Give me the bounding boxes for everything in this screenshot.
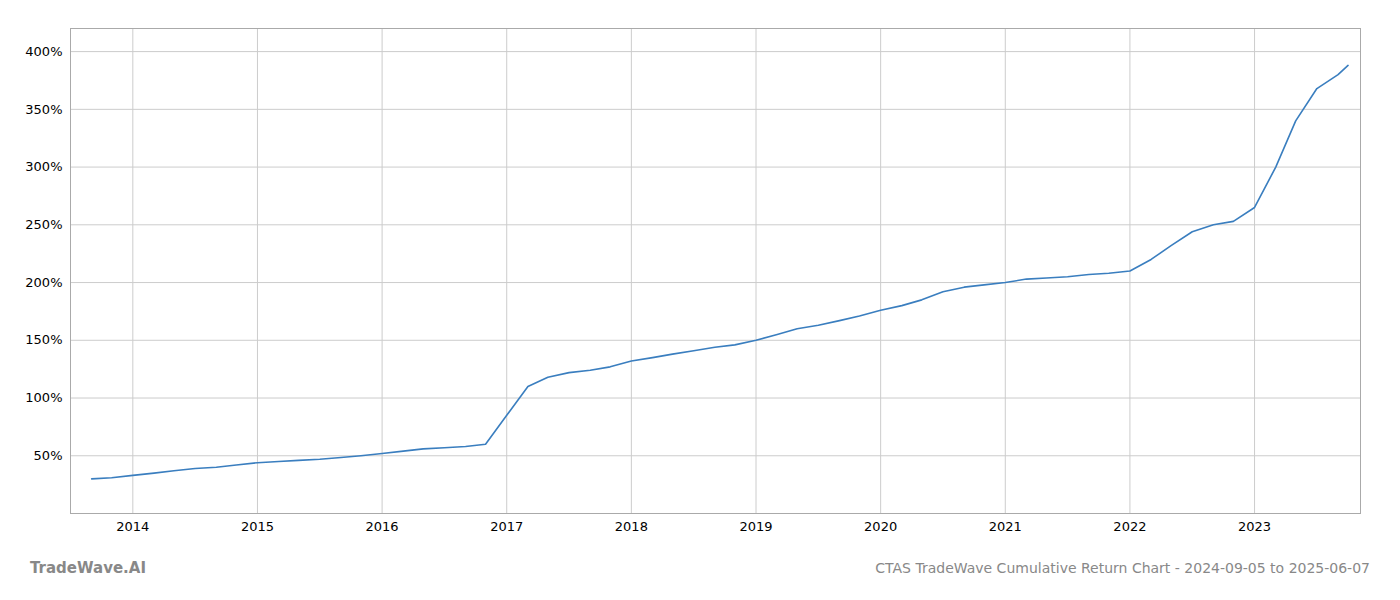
svg-text:2022: 2022	[1113, 519, 1146, 534]
svg-text:250%: 250%	[25, 217, 62, 232]
svg-text:400%: 400%	[25, 44, 62, 59]
svg-text:2017: 2017	[490, 519, 523, 534]
svg-text:150%: 150%	[25, 332, 62, 347]
svg-text:2014: 2014	[116, 519, 149, 534]
svg-text:50%: 50%	[34, 448, 63, 463]
svg-text:2016: 2016	[366, 519, 399, 534]
svg-text:2019: 2019	[739, 519, 772, 534]
svg-text:200%: 200%	[25, 275, 62, 290]
svg-text:2018: 2018	[615, 519, 648, 534]
html-text:CTAS TradeWave Cumulative Retu: CTAS TradeWave Cumulative Return Chart -…	[875, 560, 1370, 576]
svg-text:350%: 350%	[25, 101, 62, 116]
svg-text:2020: 2020	[864, 519, 897, 534]
svg-text:2021: 2021	[989, 519, 1022, 534]
svg-text:300%: 300%	[25, 159, 62, 174]
svg-text:2023: 2023	[1238, 519, 1271, 534]
svg-text:100%: 100%	[25, 390, 62, 405]
html-text:TradeWave.AI: TradeWave.AI	[30, 559, 146, 577]
svg-text:2015: 2015	[241, 519, 274, 534]
